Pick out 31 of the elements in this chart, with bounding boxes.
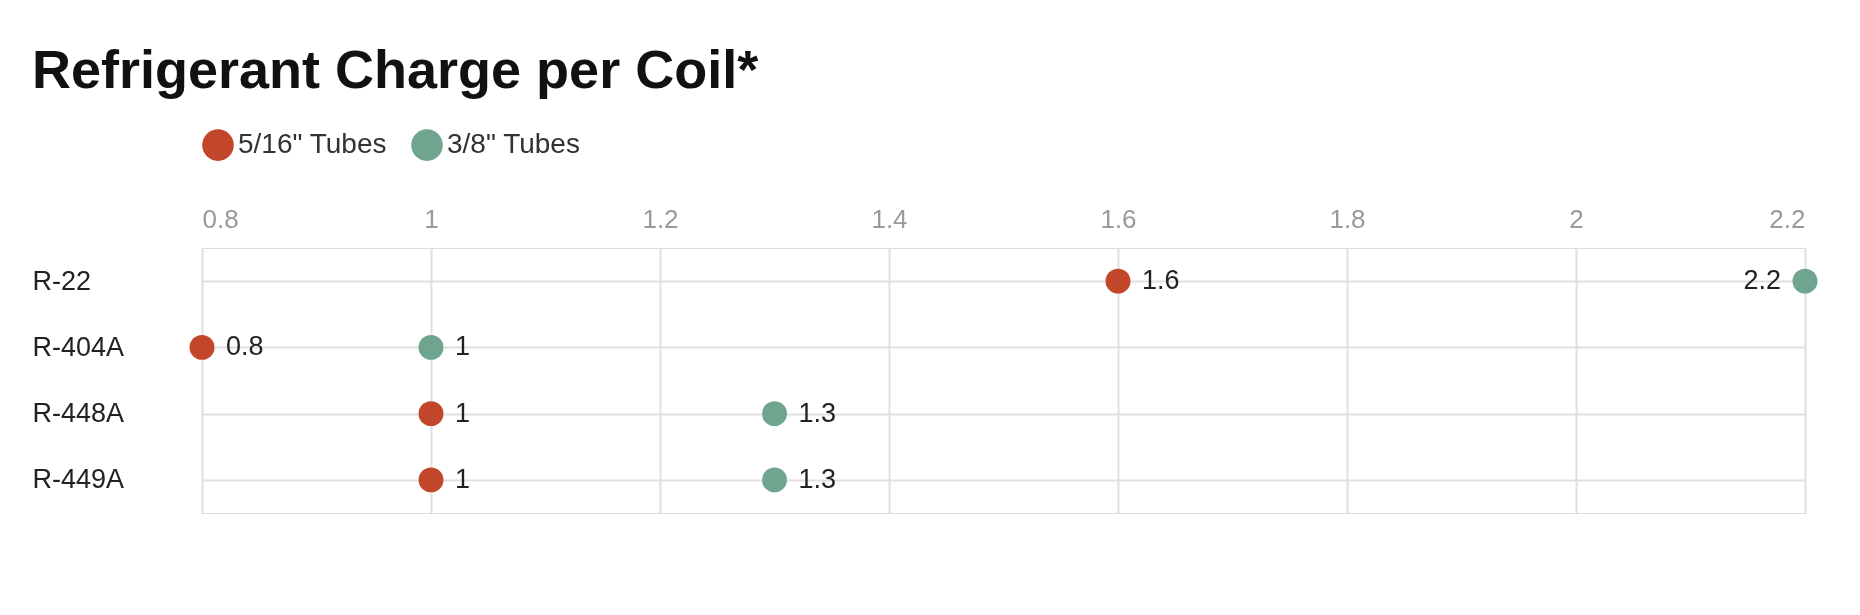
point [762, 467, 787, 493]
x-tick-label: 1.2 [642, 203, 679, 234]
y-tick-label: R-404A [32, 331, 125, 362]
point [418, 401, 444, 427]
point [762, 401, 787, 427]
legend-label: 3/8" Tubes [447, 128, 580, 160]
point [418, 334, 444, 360]
x-tick-label: 0.8 [202, 203, 239, 234]
x-tick-label: 2.2 [1769, 203, 1806, 234]
point [1792, 268, 1818, 294]
x-tick-label: 1.6 [1100, 203, 1137, 234]
data-label: 0.8 [226, 331, 264, 362]
data-label: 1 [455, 397, 471, 428]
data-label: 1 [455, 331, 471, 362]
legend-label: 5/16" Tubes [238, 128, 387, 160]
data-label: 1.6 [1142, 265, 1180, 296]
data-label: 1.3 [798, 463, 837, 494]
x-tick-label: 1.8 [1329, 203, 1366, 234]
point [189, 334, 215, 360]
chart-title: Refrigerant Charge per Coil* [32, 39, 759, 99]
x-tick-label: 1 [424, 203, 439, 234]
point [1105, 268, 1131, 294]
x-tick-label: 1.4 [871, 203, 908, 234]
x-tick-label: 2 [1569, 203, 1584, 234]
data-label: 1 [455, 463, 471, 494]
data-label: 1.3 [798, 397, 837, 428]
point [418, 467, 444, 493]
y-tick-label: R-449A [32, 464, 125, 495]
data-label: 2.2 [1743, 265, 1781, 296]
y-tick-label: R-448A [32, 398, 125, 429]
y-tick-label: R-22 [32, 265, 92, 296]
